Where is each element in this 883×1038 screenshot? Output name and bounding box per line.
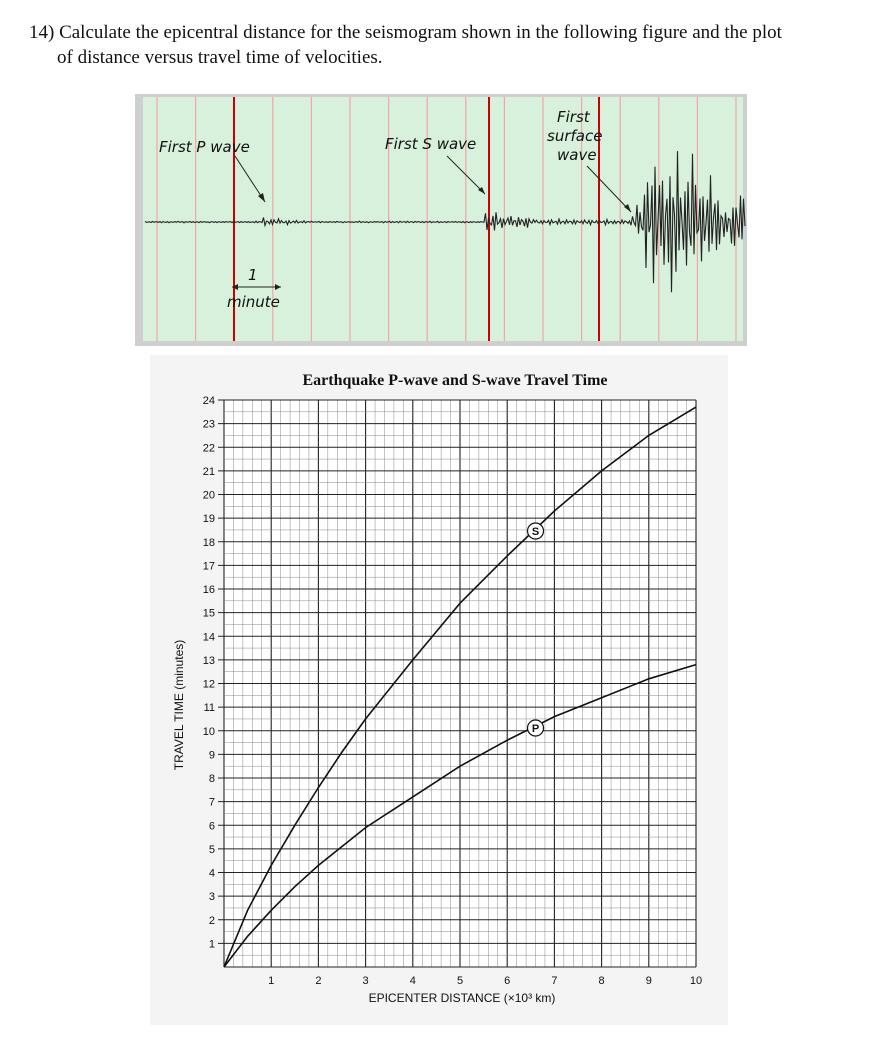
x-axis-ticks: 1 2 3 4 5 6 7 8 9 10 (268, 975, 702, 987)
y-tick-label: 6 (209, 820, 215, 832)
travel-time-curves (223, 406, 697, 968)
y-tick-label: 4 (209, 868, 215, 880)
curve-marker-s (526, 522, 545, 540)
question-line-1: 14) Calculate the epicentral distance fo… (29, 22, 782, 43)
chart-title: Earthquake P-wave and S-wave Travel Time (302, 372, 607, 389)
y-tick-label: 8 (209, 773, 215, 785)
curve-p (223, 663, 697, 968)
x-tick-label: 2 (315, 975, 321, 987)
y-tick-label: 14 (203, 631, 215, 643)
y-tick-label: 11 (204, 702, 215, 714)
question-text: 14) Calculate the epicentral distance fo… (29, 20, 869, 70)
y-tick-label: 10 (203, 726, 215, 738)
y-tick-label: 17 (203, 560, 215, 572)
x-tick-label: 5 (457, 975, 463, 987)
y-tick-label: 18 (203, 537, 215, 549)
y-tick-label: 22 (203, 442, 215, 454)
y-axis-label: TRAVEL TIME (minutes) (172, 640, 186, 770)
x-tick-label: 4 (410, 975, 416, 987)
curve-markers: SP (526, 522, 545, 737)
seismogram-figure: First P wave First S wave First surface … (135, 94, 747, 346)
y-tick-label: 15 (203, 608, 215, 620)
x-tick-label: 6 (504, 975, 510, 987)
y-tick-label: 3 (209, 891, 215, 903)
y-tick-label: 13 (203, 655, 215, 667)
y-tick-label: 5 (209, 844, 215, 856)
y-tick-label: 7 (209, 797, 215, 809)
scale-unit-label: minute (227, 293, 280, 311)
surface-wave-pointer (586, 165, 632, 213)
y-tick-label: 20 (203, 490, 215, 502)
s-wave-pointer (446, 155, 486, 195)
seismogram-gridlines (156, 97, 737, 341)
y-tick-label: 16 (203, 584, 215, 596)
y-tick-label: 19 (203, 513, 215, 525)
x-tick-label: 10 (690, 975, 702, 987)
s-wave-label: First S wave (385, 135, 476, 153)
x-tick-label: 7 (551, 975, 557, 987)
y-tick-label: 21 (203, 466, 215, 478)
curve-marker-label: P (532, 723, 539, 735)
y-tick-label: 9 (209, 749, 215, 761)
curve-s (223, 406, 697, 968)
scale-value-label: 1 (248, 266, 258, 284)
x-tick-label: 8 (599, 975, 605, 987)
curve-marker-label: S (532, 526, 539, 538)
surface-wave-label-3: wave (557, 146, 597, 164)
x-tick-label: 3 (363, 975, 369, 987)
y-tick-label: 23 (203, 419, 215, 431)
curve-marker-p (526, 719, 545, 737)
x-axis-label: EPICENTER DISTANCE (×10³ km) (369, 991, 556, 1005)
x-tick-label: 9 (646, 975, 652, 987)
y-tick-label: 1 (209, 938, 215, 950)
p-wave-label: First P wave (159, 138, 250, 156)
surface-wave-label-1: First (557, 108, 591, 126)
y-tick-label: 24 (203, 395, 215, 407)
chart-grid (223, 399, 697, 968)
y-tick-label: 12 (203, 679, 215, 691)
seismogram-trace (144, 151, 746, 293)
x-tick-label: 1 (268, 975, 274, 987)
surface-wave-label-2: surface (547, 127, 602, 145)
question-line-2: of distance versus travel time of veloci… (57, 47, 383, 68)
p-wave-pointer (234, 155, 266, 203)
travel-time-chart: Earthquake P-wave and S-wave Travel Time… (150, 355, 728, 1025)
y-tick-label: 2 (209, 915, 215, 927)
